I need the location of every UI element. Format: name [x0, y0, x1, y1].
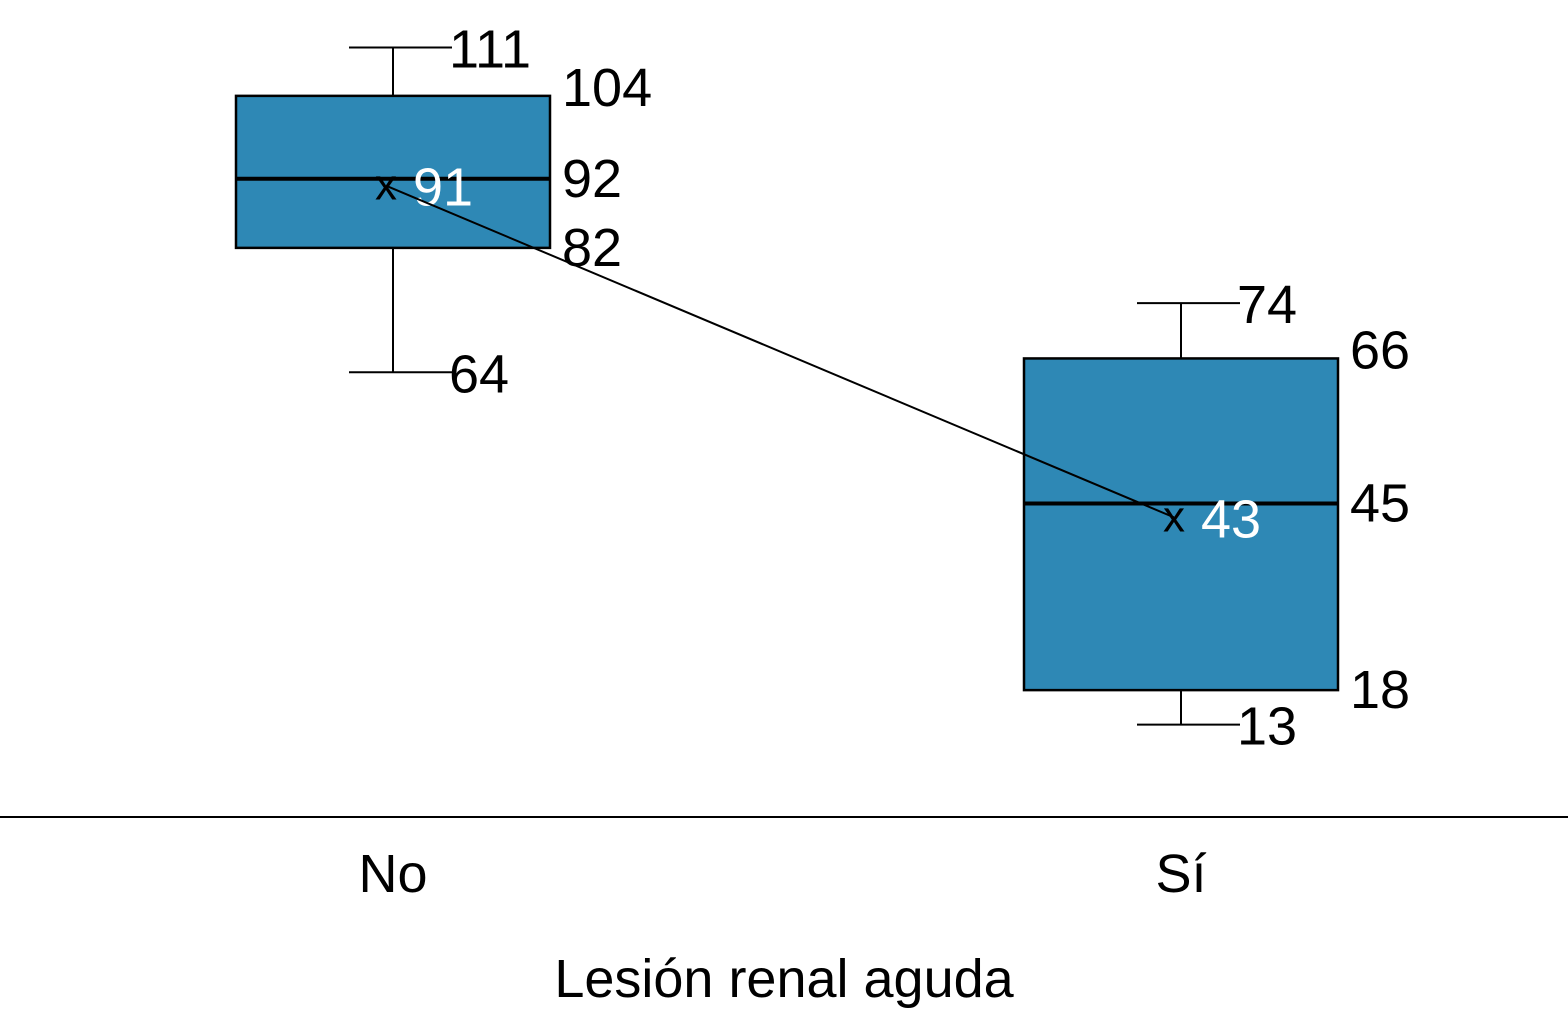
max-label: 111 — [449, 19, 531, 79]
median-label: 92 — [562, 149, 622, 209]
q3-label: 104 — [562, 58, 652, 118]
category-label: No — [358, 844, 427, 904]
min-label: 64 — [449, 344, 509, 404]
q3-label: 66 — [1350, 320, 1410, 380]
box-No — [234, 94, 552, 250]
category-label: Sí — [1155, 844, 1206, 904]
q1-label: 82 — [562, 218, 622, 278]
x-axis-title: Lesión renal aguda — [554, 949, 1014, 1009]
min-label: 13 — [1237, 697, 1297, 757]
q1-label: 18 — [1350, 660, 1410, 720]
mean-connector-line — [385, 184, 1175, 519]
max-label: 74 — [1237, 275, 1297, 335]
mean-label: 43 — [1201, 489, 1261, 549]
mean-label: 91 — [413, 158, 473, 218]
mean-marker: x — [375, 161, 397, 210]
box-Sí — [1022, 357, 1340, 692]
median-label: 45 — [1350, 474, 1410, 534]
